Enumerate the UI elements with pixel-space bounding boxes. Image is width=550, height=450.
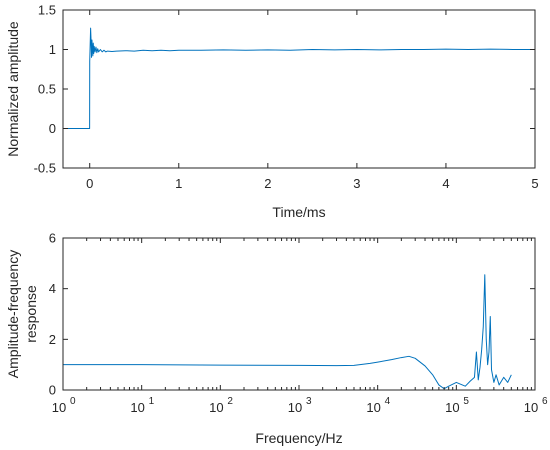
plot-area-frame xyxy=(62,237,536,391)
plot-area-frame xyxy=(62,9,536,169)
x-tick-label: 4 xyxy=(442,176,449,191)
x-tick-label: 10 xyxy=(366,400,380,415)
x-tick-label-exponent: 3 xyxy=(306,396,312,407)
series-line-0 xyxy=(63,274,512,390)
y-tick-label: 4 xyxy=(49,281,56,296)
y-tick-label: 0 xyxy=(49,121,56,136)
x-tick-label-exponent: 6 xyxy=(542,396,548,407)
x-tick-label: 10 xyxy=(209,400,223,415)
x-tick-label: 0 xyxy=(86,176,93,191)
y-tick-label: 2 xyxy=(49,332,56,347)
x-tick-label: 10 xyxy=(445,400,459,415)
time-domain-chart: 0 1 2 3 4 5 -0.5 0 0.5 1 1.5 Time/ms Normalized ampl… xyxy=(5,3,539,221)
x-tick-label-exponent: 0 xyxy=(70,396,76,407)
x-axis-label: Frequency/Hz xyxy=(255,430,342,446)
y-tick-label: 0 xyxy=(49,383,56,398)
x-tick-label: 10 xyxy=(288,400,302,415)
x-tick-label: 10 xyxy=(130,400,144,415)
y-tick-label: 1 xyxy=(49,42,56,57)
series-line-0 xyxy=(63,27,535,129)
x-tick-label: 10 xyxy=(52,400,66,415)
y-tick-label: 1.5 xyxy=(38,3,56,18)
x-tick-label-exponent: 4 xyxy=(385,396,391,407)
y-tick-label: 6 xyxy=(49,231,56,246)
x-tick-label: 2 xyxy=(264,176,271,191)
x-tick-label-exponent: 5 xyxy=(463,396,469,407)
y-tick-label: -0.5 xyxy=(34,161,56,176)
frequency-response-chart: 10 0 10 1 10 2 10 3 10 4 10 5 10 6 0 2 4 6 Frequency/Hz Amp… xyxy=(5,231,548,447)
y-tick-label: 0.5 xyxy=(38,82,56,97)
x-tick-label-exponent: 2 xyxy=(227,396,233,407)
x-tick-label: 5 xyxy=(531,176,538,191)
x-tick-label: 10 xyxy=(524,400,538,415)
x-tick-label: 1 xyxy=(175,176,182,191)
y-axis-label: Amplitude-frequency response xyxy=(5,250,39,378)
x-axis-label: Time/ms xyxy=(272,204,325,220)
y-axis-label: Normalized amplitude xyxy=(5,21,21,157)
x-tick-label-exponent: 1 xyxy=(149,396,155,407)
x-tick-label: 3 xyxy=(353,176,360,191)
